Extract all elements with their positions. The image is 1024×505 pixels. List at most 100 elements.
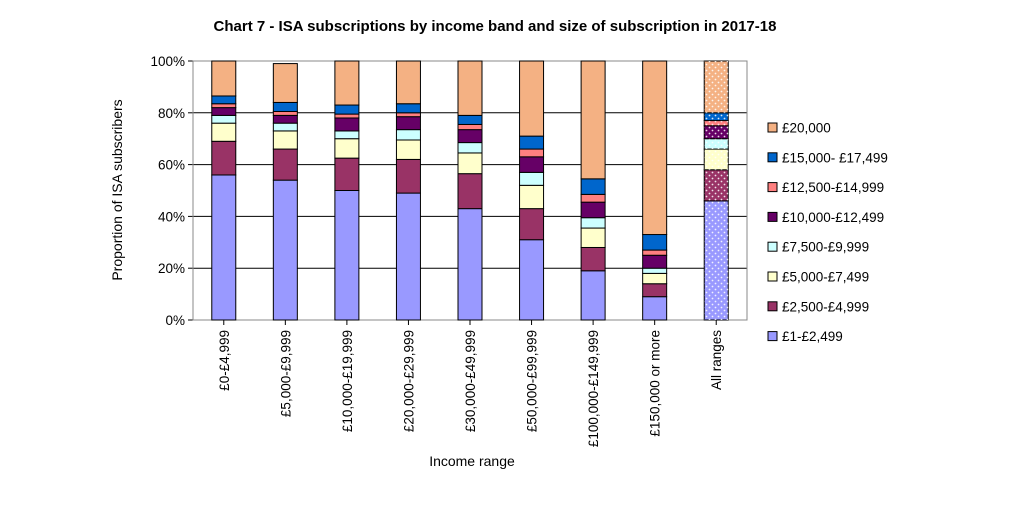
legend-label: £2,500-£4,999	[782, 299, 869, 314]
bar-segment	[334, 130, 360, 140]
bar-segment	[211, 122, 237, 142]
chart-title: Chart 7 - ISA subscriptions by income ba…	[214, 18, 777, 35]
x-axis-title: Income range	[429, 453, 515, 469]
bar-segment	[580, 178, 606, 195]
bar-segment	[272, 111, 298, 116]
bar-segment	[272, 122, 298, 132]
legend-label: £15,000- £17,499	[782, 150, 888, 165]
bar-segment	[334, 138, 360, 159]
legend-swatch	[767, 331, 778, 342]
bar-segment	[457, 208, 483, 321]
x-tick-label: £150,000 or more	[648, 330, 663, 437]
bar-segment	[642, 60, 668, 236]
bar-segment	[211, 103, 237, 109]
bar-segment-pattern	[704, 169, 729, 201]
bar-segment	[642, 234, 668, 251]
x-tick-label: £30,000-£49,999	[463, 330, 478, 432]
bar-segment	[395, 158, 421, 194]
bar-segment	[642, 254, 668, 269]
bar-segment-pattern	[704, 120, 729, 126]
bar-segment	[334, 190, 360, 321]
y-tick-label: 60%	[158, 158, 185, 173]
bar-segment	[642, 249, 668, 256]
bar-segment	[272, 130, 298, 150]
bar-segment	[580, 193, 606, 203]
legend-label: £20,000	[782, 121, 831, 136]
legend-swatch	[767, 211, 778, 222]
y-tick-label: 100%	[150, 54, 185, 69]
legend-label: £7,500-£9,999	[782, 240, 869, 255]
bar-segment	[642, 283, 668, 298]
bar-segment	[580, 60, 606, 180]
bar-segment	[457, 173, 483, 210]
bar-segment	[272, 114, 298, 124]
y-tick-label: 40%	[158, 209, 185, 224]
bar-segment	[457, 142, 483, 154]
bar-segment	[395, 116, 421, 131]
bar-segment	[457, 152, 483, 175]
legend-swatch	[767, 152, 778, 163]
bar-segment	[580, 227, 606, 248]
bar-segment	[457, 129, 483, 144]
bar-segment	[395, 192, 421, 321]
bar-segment	[395, 112, 421, 118]
bar-segment	[211, 114, 237, 124]
bar-segment	[642, 272, 668, 285]
x-tick-label: All ranges	[709, 330, 724, 390]
legend-label: £5,000-£7,499	[782, 270, 869, 285]
bar-segment	[457, 123, 483, 131]
x-tick-label: £20,000-£29,999	[401, 330, 416, 432]
bar-segment	[395, 60, 421, 105]
y-tick-label: 20%	[158, 261, 185, 276]
bar-segment	[580, 270, 606, 321]
bar-segment	[272, 148, 298, 181]
legend-label: £12,500-£14,999	[782, 180, 884, 195]
bar-segment	[334, 113, 360, 119]
bar-segment	[642, 296, 668, 321]
legend-label: £1-£2,499	[782, 329, 843, 344]
y-axis-title: Proportion of ISA subscribers	[109, 99, 125, 280]
bar-segment-pattern	[704, 112, 729, 121]
bar-segment	[334, 117, 360, 132]
bar-segment-pattern	[704, 61, 729, 113]
bar-segment	[519, 148, 545, 158]
bar-segment	[519, 60, 545, 137]
bar-segment-pattern	[704, 138, 729, 150]
y-tick-label: 80%	[158, 106, 185, 121]
bar-segment	[519, 239, 545, 321]
legend-label: £10,000-£12,499	[782, 210, 884, 225]
bar-segment	[519, 135, 545, 150]
bar-segment	[519, 156, 545, 173]
bar-segment	[211, 174, 237, 321]
bar-segment	[272, 101, 298, 113]
bar-segment	[580, 201, 606, 219]
x-tick-label: £50,000-£99,999	[525, 330, 540, 432]
bar-segment	[457, 114, 483, 125]
bar-segment	[334, 104, 360, 115]
bar-segment	[519, 184, 545, 210]
bar-segment	[211, 60, 237, 97]
bar-segment-pattern	[704, 200, 729, 320]
bar-segment-pattern	[704, 149, 729, 170]
bar-segment	[334, 157, 360, 191]
x-tick-label: £10,000-£19,999	[340, 330, 355, 432]
x-tick-label: £100,000-£149,999	[586, 330, 601, 447]
bar-segment	[519, 208, 545, 241]
bar-segment	[272, 63, 298, 103]
legend-swatch	[767, 182, 778, 193]
bar-segment	[580, 217, 606, 229]
bar-segment	[272, 179, 298, 321]
legend-swatch	[767, 301, 778, 312]
bar-segment	[395, 129, 421, 141]
y-tick-label: 0%	[165, 313, 185, 328]
x-tick-label: £0-£4,999	[217, 330, 232, 391]
bar-segment	[211, 95, 237, 105]
bar-segment	[457, 60, 483, 116]
bar-segment	[519, 171, 545, 186]
bar-segment	[211, 107, 237, 116]
legend-swatch	[767, 271, 778, 282]
bar-segment	[211, 140, 237, 176]
x-tick-label: £5,000-£9,999	[278, 330, 293, 417]
